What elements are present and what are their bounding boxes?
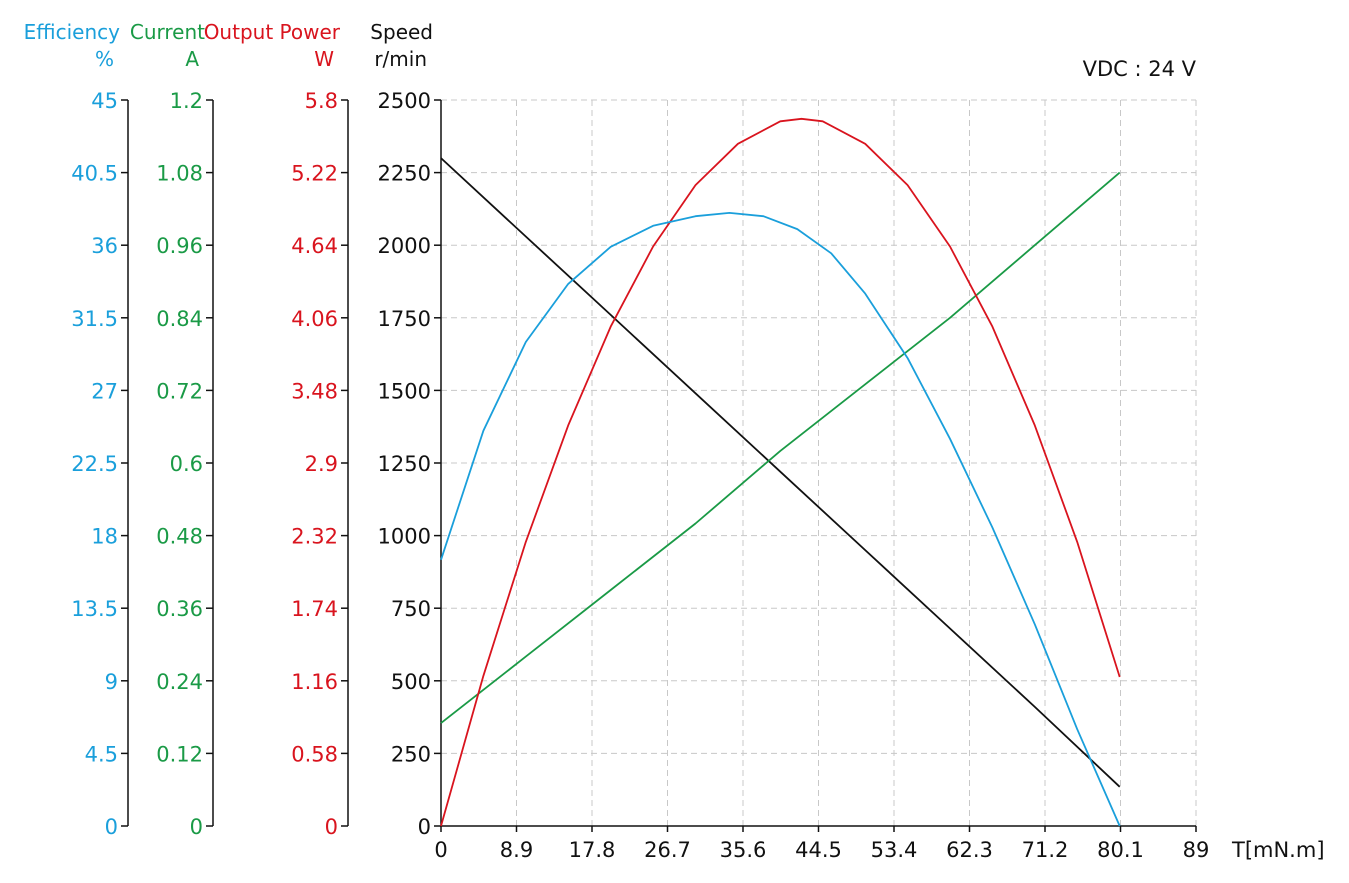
x-tick-label: 80.1 (1097, 838, 1144, 862)
x-tick-label: 35.6 (720, 838, 767, 862)
power-tick-label: 4.64 (291, 234, 338, 258)
speed-series-line (440, 157, 1121, 788)
speed-tick-label: 0 (418, 815, 431, 839)
efficiency-tick-label: 45 (91, 89, 118, 113)
power-tick-label: 5.8 (305, 89, 338, 113)
current-axis-unit: A (185, 47, 199, 71)
efficiency-tick-label: 40.5 (71, 162, 118, 186)
power-tick-label: 0 (325, 815, 338, 839)
x-tick-label: 89 (1183, 838, 1210, 862)
axes: 0 8.9 17.8 26.7 35.6 44.5 53.4 62.3 71.2 80.1 89 0 4… (24, 20, 1210, 862)
efficiency-axis-unit: % (95, 47, 114, 71)
power-series-line (440, 117, 1121, 827)
speed-tick-label: 1750 (378, 307, 431, 331)
efficiency-tick-label: 27 (91, 379, 118, 403)
power-axis: 0 0.58 1.16 1.74 2.32 2.9 3.48 4.06 4.64 5.22 5.8 O… (204, 20, 349, 839)
current-tick-label: 0.6 (170, 452, 203, 476)
grid (441, 99, 1197, 826)
current-tick-label: 0.36 (156, 597, 203, 621)
x-tick-label: 8.9 (500, 838, 533, 862)
efficiency-tick-label: 31.5 (71, 307, 118, 331)
power-axis-unit: W (314, 47, 334, 71)
x-axis-title: T[mN.m] (1231, 838, 1325, 862)
speed-tick-label: 2500 (378, 89, 431, 113)
efficiency-tick-label: 22.5 (71, 452, 118, 476)
speed-tick-label: 250 (391, 742, 431, 766)
speed-tick-label: 1250 (378, 452, 431, 476)
x-tick-label: 26.7 (644, 838, 691, 862)
speed-tick-label: 1500 (378, 379, 431, 403)
current-axis: 0 0.12 0.24 0.36 0.48 0.6 0.72 0.84 0.96 1.08 1.2 C… (130, 20, 214, 839)
efficiency-axis-title: Efficiency (24, 20, 121, 44)
x-tick-label: 17.8 (569, 838, 616, 862)
efficiency-tick-label: 4.5 (85, 742, 118, 766)
speed-tick-label: 2250 (378, 162, 431, 186)
current-tick-label: 0.72 (156, 379, 203, 403)
x-tick-label: 71.2 (1022, 838, 1069, 862)
current-tick-label: 0.12 (156, 742, 203, 766)
efficiency-tick-label: 13.5 (71, 597, 118, 621)
current-tick-label: 0 (190, 815, 203, 839)
power-tick-label: 2.32 (291, 525, 338, 549)
x-tick-label: 44.5 (795, 838, 842, 862)
power-tick-label: 1.16 (291, 670, 338, 694)
power-tick-label: 2.9 (305, 452, 338, 476)
current-tick-label: 0.84 (156, 307, 203, 331)
speed-tick-label: 1000 (378, 525, 431, 549)
current-tick-label: 1.08 (156, 162, 203, 186)
current-tick-label: 0.48 (156, 525, 203, 549)
speed-axis: 0 250 500 750 1000 1250 1500 1750 2000 2250 2500 Sp… (370, 20, 442, 839)
power-tick-label: 5.22 (291, 162, 338, 186)
power-axis-title: Output Power (204, 20, 341, 44)
speed-axis-unit: r/min (374, 47, 427, 71)
efficiency-tick-label: 9 (105, 670, 118, 694)
power-tick-label: 4.06 (291, 307, 338, 331)
current-tick-label: 0.24 (156, 670, 203, 694)
current-tick-label: 0.96 (156, 234, 203, 258)
efficiency-axis: 0 4.5 9 13.5 18 22.5 27 31.5 36 40.5 45 Efficiency% (24, 20, 129, 839)
efficiency-tick-label: 36 (91, 234, 118, 258)
efficiency-series-line (440, 212, 1121, 827)
x-tick-label: 0 (434, 838, 447, 862)
speed-axis-title: Speed (370, 20, 433, 44)
efficiency-tick-label: 18 (91, 525, 118, 549)
speed-tick-label: 2000 (378, 234, 431, 258)
power-tick-label: 1.74 (291, 597, 338, 621)
current-tick-label: 1.2 (170, 89, 203, 113)
current-series-line (440, 171, 1121, 724)
efficiency-tick-label: 0 (105, 815, 118, 839)
x-tick-label: 62.3 (946, 838, 993, 862)
series-lines (440, 117, 1121, 827)
speed-tick-label: 500 (391, 670, 431, 694)
speed-tick-label: 750 (391, 597, 431, 621)
power-tick-label: 0.58 (291, 742, 338, 766)
x-tick-label: 53.4 (871, 838, 918, 862)
power-tick-label: 3.48 (291, 379, 338, 403)
voltage-annotation: VDC : 24 V (1083, 57, 1197, 81)
current-axis-title: Current (130, 20, 205, 44)
